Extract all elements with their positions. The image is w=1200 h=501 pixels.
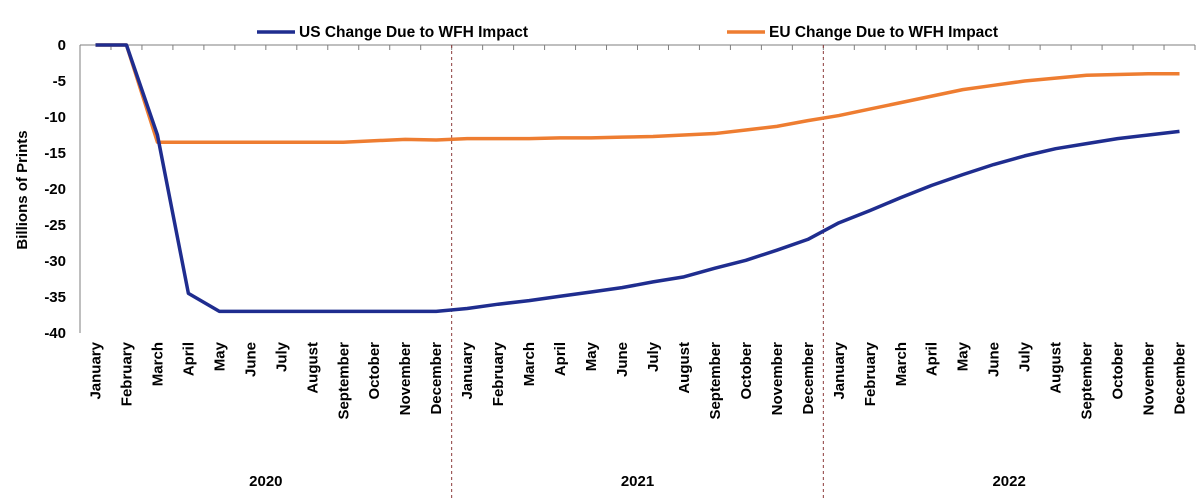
x-tick-label: August <box>304 342 321 394</box>
x-tick-label: April <box>552 342 569 376</box>
x-tick-label: September <box>335 342 352 420</box>
x-tick-label: May <box>583 341 600 371</box>
x-tick-label: July <box>1017 341 1034 372</box>
x-tick-label: December <box>800 342 817 415</box>
y-axis-ticks: 0 -5 -10 -15 -20 -25 -30 -35 -40 <box>44 37 66 342</box>
legend-label-us: US Change Due to WFH Impact <box>299 24 528 41</box>
x-tick-label: July <box>273 341 290 372</box>
x-tick-label: May <box>211 341 228 371</box>
x-tick-label: September <box>707 342 724 420</box>
legend-label-eu: EU Change Due to WFH Impact <box>769 24 998 41</box>
x-tick-label: October <box>1110 342 1127 400</box>
x-tick-label: April <box>924 342 941 376</box>
x-tick-label: April <box>180 342 197 376</box>
x-tick-label: March <box>893 342 910 386</box>
y-tick-label: -35 <box>44 289 66 306</box>
legend: US Change Due to WFH Impact EU Change Du… <box>257 24 998 41</box>
x-tick-label: December <box>428 342 445 415</box>
x-tick-label: August <box>1048 342 1065 394</box>
y-tick-label: -10 <box>44 109 66 126</box>
x-tick-label: December <box>1172 342 1189 415</box>
x-tick-label: February <box>490 341 507 406</box>
x-tick-label: October <box>366 342 383 400</box>
series-line-eu <box>95 43 1180 144</box>
axes <box>79 44 1196 498</box>
y-tick-label: -25 <box>44 217 66 234</box>
x-tick-label: June <box>242 342 259 377</box>
x-tick-label: January <box>87 341 104 399</box>
x-tick-label: February <box>862 341 879 406</box>
y-tick-label: -40 <box>44 325 66 342</box>
y-tick-label: -20 <box>44 181 66 198</box>
year-label: 2022 <box>992 473 1025 490</box>
x-tick-label: March <box>521 342 538 386</box>
y-axis-title: Billions of Prints <box>14 130 31 249</box>
x-tick-label: July <box>645 341 662 372</box>
y-tick-label: 0 <box>58 37 66 54</box>
x-tick-label: October <box>738 342 755 400</box>
x-tick-label: November <box>1141 342 1158 416</box>
series-lines <box>95 43 1180 314</box>
year-label: 2021 <box>621 473 654 490</box>
x-tick-label: August <box>676 342 693 394</box>
x-axis-month-labels: January February March April May June July Augu… <box>87 341 1188 419</box>
year-label: 2020 <box>249 473 282 490</box>
x-tick-label: June <box>614 342 631 377</box>
x-tick-label: May <box>955 341 972 371</box>
y-tick-label: -30 <box>44 253 66 270</box>
x-tick-label: March <box>149 342 166 386</box>
x-tick-label: November <box>769 342 786 416</box>
y-tick-label: -15 <box>44 145 66 162</box>
x-tick-label: January <box>459 341 476 399</box>
x-tick-label: February <box>118 341 135 406</box>
x-tick-label: September <box>1079 342 1096 420</box>
x-tick-label: June <box>986 342 1003 377</box>
series-line-us <box>95 43 1180 314</box>
x-tick-label: January <box>831 341 848 399</box>
x-axis-year-labels: 2020 2021 2022 <box>249 473 1026 490</box>
y-tick-label: -5 <box>53 73 66 90</box>
x-tick-label: November <box>397 342 414 416</box>
